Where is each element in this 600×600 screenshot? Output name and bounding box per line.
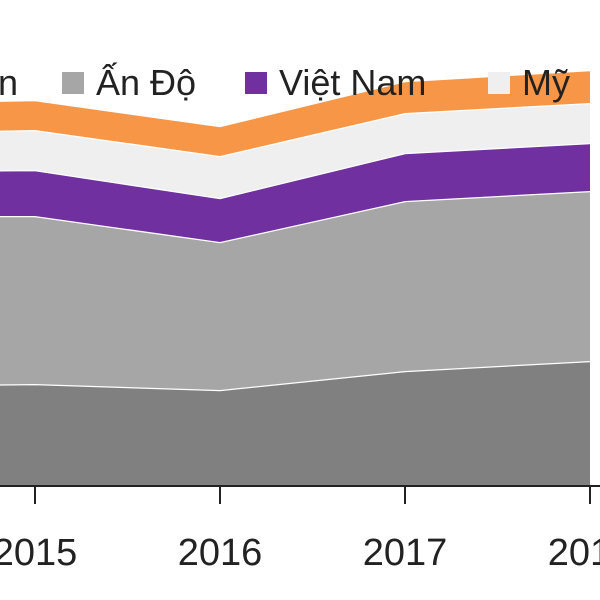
area-series-mỹ [0, 103, 590, 198]
legend-item-label: Mỹ [522, 62, 570, 103]
area-series-unlabeled [0, 70, 590, 156]
legend-item-label: Việt Nam [279, 62, 427, 103]
area-boundary-line [0, 68, 591, 128]
legend: n Ấn Độ Việt Nam Mỹ [0, 58, 600, 108]
x-tick-label: 2015 [0, 532, 77, 574]
legend-swatch [245, 72, 267, 94]
area-layers [0, 68, 591, 486]
area-series-ấn-độ [0, 191, 590, 390]
x-tick-label: 2016 [178, 532, 263, 574]
legend-item-label: Ấn Độ [96, 62, 197, 103]
legend-item-my: Mỹ [488, 58, 570, 108]
x-axis-ticks: 2015 2016 2017 2018 [0, 486, 600, 574]
legend-item-viet-nam: Việt Nam [245, 58, 426, 108]
legend-item-label: n [0, 62, 19, 103]
x-tick-label: 2017 [363, 532, 448, 574]
legend-item-an-do: Ấn Độ [62, 58, 196, 108]
area-series-việt-nam [0, 143, 590, 242]
area-series-unlabeled [0, 361, 590, 486]
legend-item-partial: n [0, 58, 18, 108]
x-tick-label: 2018 [548, 532, 600, 574]
legend-swatch [62, 72, 84, 94]
legend-swatch [488, 72, 510, 94]
